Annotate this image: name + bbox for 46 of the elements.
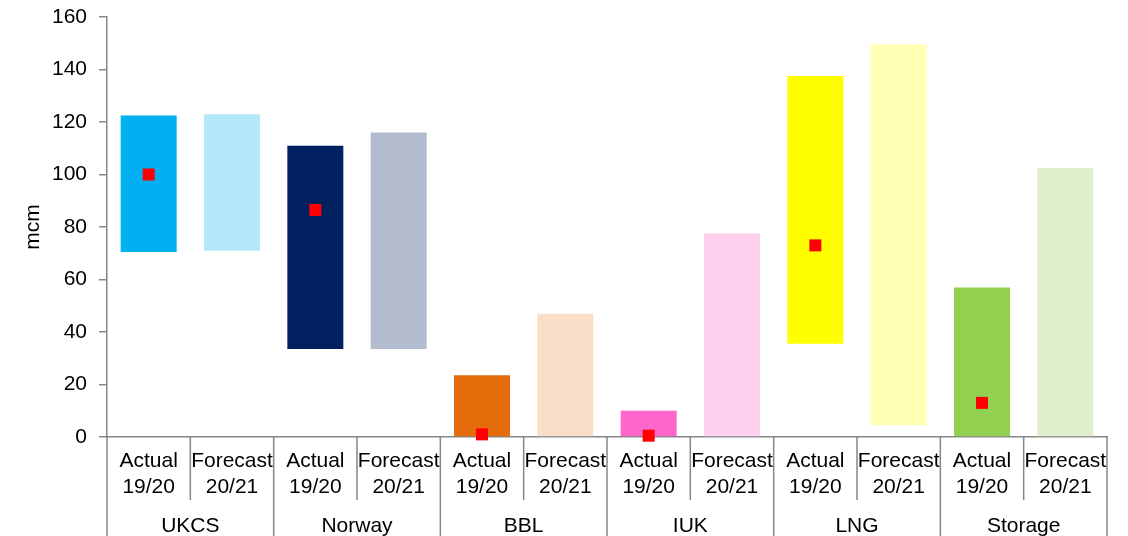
- y-axis-title: mcm: [20, 204, 44, 250]
- y-tick-label: 80: [63, 213, 87, 237]
- bar: [454, 375, 510, 437]
- x-tick-label: Actual 19/20: [452, 448, 512, 497]
- bar: [954, 287, 1010, 437]
- bar: [787, 76, 844, 344]
- bar: [870, 44, 927, 426]
- y-tick-label: 0: [75, 423, 87, 447]
- bar: [620, 410, 677, 437]
- point: [809, 239, 822, 252]
- y-tick-label: 60: [63, 266, 87, 290]
- text: LNG: [835, 512, 879, 536]
- x-tick-label: Actual 19/20: [619, 448, 678, 497]
- point: [309, 203, 322, 216]
- bar: [370, 132, 427, 350]
- x-tick-label: Forecast 20/21: [357, 448, 440, 497]
- point: [642, 429, 655, 442]
- text: Storage: [986, 512, 1061, 536]
- y-tick-label: 120: [51, 108, 87, 132]
- bar: [537, 313, 594, 437]
- point: [142, 168, 155, 181]
- text: IUK: [672, 512, 708, 536]
- x-tick-label: Forecast 20/21: [524, 448, 607, 497]
- point: [476, 428, 488, 441]
- bar: [287, 145, 344, 350]
- bar: [120, 115, 177, 252]
- y-tick-label: 40: [63, 318, 87, 342]
- y-tick-label: 20: [63, 371, 87, 395]
- x-tick-label: Forecast 20/21: [191, 448, 274, 497]
- point: [976, 396, 988, 409]
- y-tick-label: 140: [51, 56, 87, 80]
- text: UKCS: [161, 512, 220, 536]
- x-tick-label: Actual 19/20: [786, 448, 845, 497]
- x-tick-label: Forecast 20/21: [857, 448, 940, 497]
- x-tick-label: Actual 19/20: [119, 448, 178, 497]
- bar: [704, 233, 760, 437]
- x-tick-label: Forecast 20/21: [1024, 448, 1107, 497]
- bar: [204, 114, 260, 251]
- x-tick-label: Actual 19/20: [286, 448, 345, 497]
- text: BBL: [503, 512, 544, 536]
- y-tick-label: 100: [51, 161, 87, 185]
- text: Norway: [321, 512, 394, 536]
- x-tick-label: Actual 19/20: [952, 448, 1012, 497]
- bar: [1037, 167, 1094, 437]
- x-tick-label: Forecast 20/21: [691, 448, 774, 497]
- y-tick-label: 160: [51, 3, 87, 27]
